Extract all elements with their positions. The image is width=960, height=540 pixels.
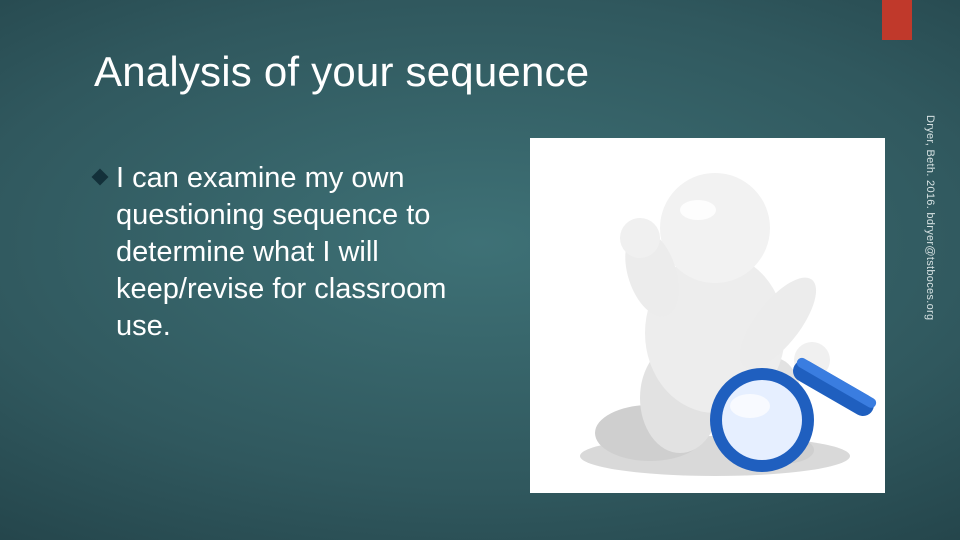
- accent-bar: [882, 0, 912, 40]
- attribution-text: Dryer, Beth. 2016. bdryer@tstboces.org: [924, 115, 936, 320]
- diamond-bullet-icon: [92, 169, 109, 186]
- slide-title: Analysis of your sequence: [94, 48, 589, 96]
- body-block: I can examine my own questioning sequenc…: [94, 160, 464, 346]
- bullet-text: I can examine my own questioning sequenc…: [116, 160, 464, 346]
- bullet-item: I can examine my own questioning sequenc…: [94, 160, 464, 346]
- slide: Analysis of your sequence I can examine …: [0, 0, 960, 540]
- magnifier-figure-icon: [530, 138, 885, 493]
- figure-illustration: [530, 138, 885, 493]
